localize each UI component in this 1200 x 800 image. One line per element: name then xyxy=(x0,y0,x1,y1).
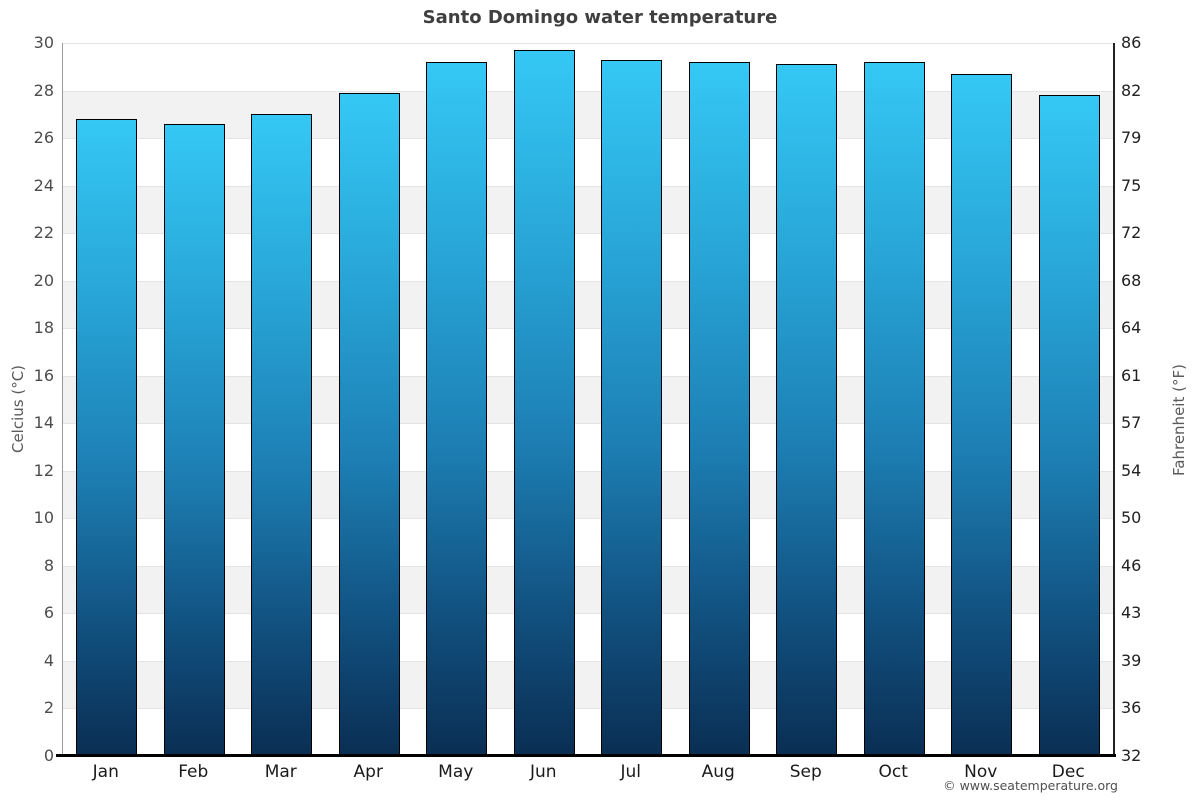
plot-band xyxy=(63,660,1113,709)
y-tick-right: 32 xyxy=(1121,746,1142,765)
y-tick-right: 86 xyxy=(1121,33,1142,52)
bar-sep[interactable] xyxy=(776,64,838,756)
x-label-oct: Oct xyxy=(878,762,908,782)
y-tick-left: 12 xyxy=(33,460,54,480)
plot-band xyxy=(63,328,1113,376)
gridline xyxy=(63,518,1113,520)
y-tick-left: 6 xyxy=(43,603,54,623)
plot-area xyxy=(62,43,1115,756)
y-tick-right: 43 xyxy=(1121,603,1142,623)
y-tick-left: 8 xyxy=(43,555,54,575)
y-tick-right: 64 xyxy=(1121,318,1142,338)
gridline xyxy=(63,90,1113,92)
x-label-aug: Aug xyxy=(701,762,735,782)
x-label-jul: Jul xyxy=(620,762,641,782)
y-axis-right-title: Fahrenheit (°F) xyxy=(1170,364,1188,476)
gridline xyxy=(63,375,1113,377)
bar-apr[interactable] xyxy=(338,92,400,756)
y-tick-right: 82 xyxy=(1121,80,1142,100)
bar-jul[interactable] xyxy=(601,59,663,756)
y-tick-left: 24 xyxy=(33,175,54,195)
y-tick-right: 61 xyxy=(1121,365,1142,385)
gridline xyxy=(63,233,1113,235)
x-label-jan: Jan xyxy=(92,762,119,782)
y-tick-right: 50 xyxy=(1121,508,1142,528)
y-tick-left: 0 xyxy=(43,746,54,765)
y-tick-left: 18 xyxy=(33,318,54,338)
gridline xyxy=(63,660,1113,662)
gridline xyxy=(63,185,1113,187)
y-tick-left: 16 xyxy=(33,365,54,385)
bar-jun[interactable] xyxy=(513,50,575,756)
x-axis-line xyxy=(56,754,1116,757)
y-tick-right: 79 xyxy=(1121,128,1142,148)
y-tick-right: 72 xyxy=(1121,223,1142,243)
x-label-may: May xyxy=(438,762,474,782)
x-label-mar: Mar xyxy=(264,762,297,782)
y-tick-right: 54 xyxy=(1121,460,1142,480)
x-label-jun: Jun xyxy=(529,762,557,782)
plot-band xyxy=(63,138,1113,186)
y-tick-left: 10 xyxy=(33,508,54,528)
bar-oct[interactable] xyxy=(863,62,925,756)
plot-band xyxy=(63,423,1113,471)
y-tick-left: 28 xyxy=(33,80,54,100)
plot-band xyxy=(63,280,1113,329)
x-label-feb: Feb xyxy=(178,762,209,782)
y-axis-left-title: Celcius (°C) xyxy=(9,364,27,454)
gridline xyxy=(63,423,1113,425)
gridline xyxy=(63,565,1113,567)
gridline xyxy=(63,708,1113,710)
y-tick-left: 14 xyxy=(33,413,54,433)
plot-band xyxy=(63,233,1113,281)
bar-feb[interactable] xyxy=(163,123,225,756)
y-tick-left: 30 xyxy=(33,33,54,52)
y-tick-right: 36 xyxy=(1121,698,1142,718)
gridline xyxy=(63,328,1113,330)
x-label-apr: Apr xyxy=(353,762,383,782)
plot-band xyxy=(63,708,1113,756)
y-tick-right: 68 xyxy=(1121,270,1142,290)
gridline xyxy=(63,138,1113,140)
y-tick-right: 39 xyxy=(1121,650,1142,670)
y-tick-right: 57 xyxy=(1121,413,1142,433)
x-label-dec: Dec xyxy=(1051,762,1085,782)
y-tick-left: 22 xyxy=(33,223,54,243)
gridline xyxy=(63,43,1113,44)
plot-band xyxy=(63,613,1113,661)
bar-jan[interactable] xyxy=(76,119,138,756)
bar-may[interactable] xyxy=(426,62,488,756)
plot-band xyxy=(63,185,1113,234)
plot-band xyxy=(63,470,1113,519)
gridline xyxy=(63,470,1113,472)
plot-band xyxy=(63,43,1113,91)
bar-nov[interactable] xyxy=(951,73,1013,756)
bar-mar[interactable] xyxy=(251,114,313,756)
plot-band xyxy=(63,90,1113,139)
y-tick-right: 46 xyxy=(1121,555,1142,575)
bar-aug[interactable] xyxy=(688,62,750,756)
plot-band xyxy=(63,565,1113,614)
bar-dec[interactable] xyxy=(1038,95,1100,756)
plot-band xyxy=(63,375,1113,424)
y-tick-left: 4 xyxy=(43,650,54,670)
x-label-nov: Nov xyxy=(964,762,998,782)
plot-band xyxy=(63,518,1113,566)
y-tick-left: 20 xyxy=(33,270,54,290)
y-tick-right: 75 xyxy=(1121,175,1142,195)
y-tick-left: 26 xyxy=(33,128,54,148)
chart-title: Santo Domingo water temperature xyxy=(422,7,778,28)
gridline xyxy=(63,280,1113,282)
copyright-footer: © www.seatemperature.org xyxy=(943,778,1118,793)
y-tick-left: 2 xyxy=(43,698,54,718)
gridline xyxy=(63,613,1113,615)
x-label-sep: Sep xyxy=(789,762,822,782)
